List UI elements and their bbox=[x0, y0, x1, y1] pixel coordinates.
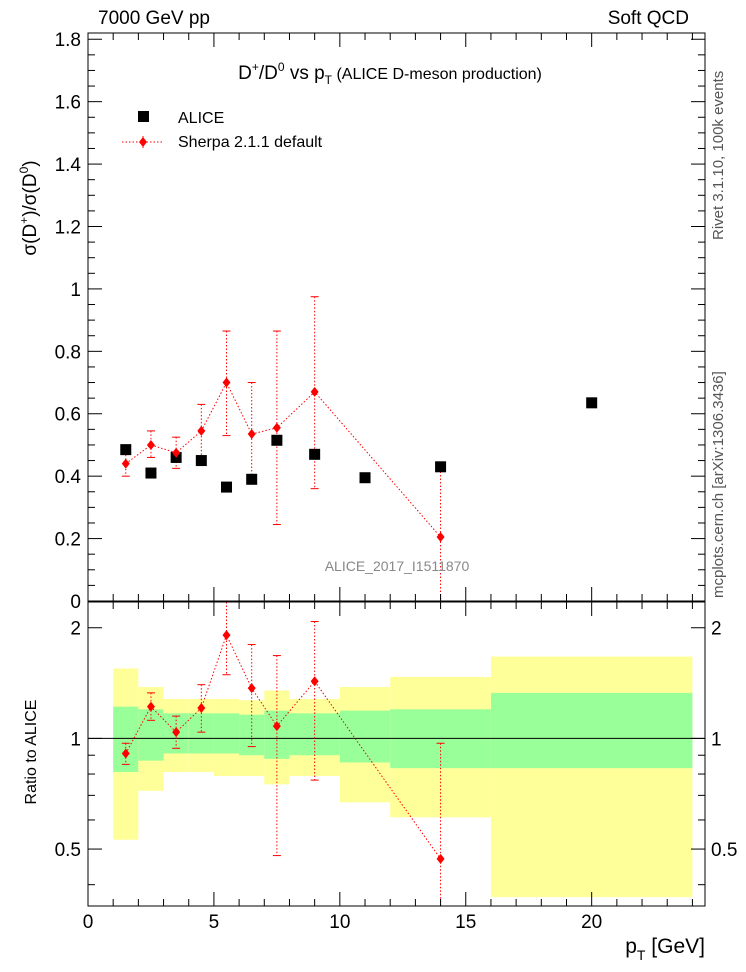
axis-ticks: 0 0.2 0.4 0.6 0.8 1 1.2 1.4 1.6 1.8 0 5 10 15 20 0.5 0.5… bbox=[55, 30, 738, 933]
alice-point bbox=[246, 473, 258, 485]
ratio-point bbox=[310, 676, 319, 687]
ratio-bands bbox=[88, 656, 705, 898]
green-band-bin bbox=[239, 714, 265, 756]
ratio-y-axis-label: Ratio to ALICE bbox=[23, 700, 40, 805]
legend: ALICE Sherpa 2.1.1 default bbox=[122, 110, 323, 151]
ratio-point bbox=[272, 721, 281, 732]
ratio-frame bbox=[87, 601, 706, 907]
alice-point bbox=[195, 455, 207, 467]
ratio-point bbox=[197, 702, 206, 713]
green-band-bin bbox=[339, 710, 391, 763]
alice-point bbox=[120, 444, 132, 456]
green-band-bin bbox=[264, 710, 290, 759]
sherpa-point bbox=[222, 377, 231, 388]
y-tick-label: 0 bbox=[70, 592, 81, 613]
y-tick-label: 1.4 bbox=[55, 155, 82, 176]
green-band-bin bbox=[213, 713, 240, 754]
x-tick-label: 20 bbox=[581, 912, 602, 933]
ratio-y-tick-label-right: 1 bbox=[711, 729, 722, 750]
legend-marker-alice bbox=[138, 111, 149, 122]
ratio-y-tick-label: 0.5 bbox=[55, 840, 81, 861]
alice-point bbox=[145, 467, 157, 479]
sherpa-line bbox=[125, 381, 441, 538]
ratio-point bbox=[436, 853, 445, 864]
y-tick-label: 0.8 bbox=[55, 342, 81, 363]
plot-frames bbox=[87, 32, 706, 907]
x-tick-label: 5 bbox=[209, 912, 220, 933]
y-tick-label: 0.6 bbox=[55, 405, 81, 426]
green-band-bin bbox=[188, 713, 214, 754]
alice-point bbox=[359, 472, 371, 484]
plot-title: D+/D0 vs pT (ALICE D-meson production) bbox=[238, 60, 542, 87]
ratio-point bbox=[172, 727, 181, 738]
analysis-watermark: ALICE_2017_I1511870 bbox=[325, 558, 470, 574]
sherpa-point bbox=[121, 458, 130, 469]
ratio-point bbox=[247, 683, 256, 694]
x-tick-label: 0 bbox=[83, 912, 94, 933]
y-tick-label: 0.4 bbox=[55, 467, 82, 488]
x-axis-label: pT [GeV] bbox=[625, 935, 705, 963]
ratio-point bbox=[222, 630, 231, 641]
ratio-y-tick-label: 1 bbox=[70, 729, 81, 750]
green-band-bin bbox=[138, 709, 164, 761]
ratio-y-tick-label: 2 bbox=[70, 619, 81, 640]
alice-point bbox=[586, 397, 598, 409]
energy-label: 7000 GeV pp bbox=[98, 8, 210, 29]
x-tick-label: 15 bbox=[455, 912, 476, 933]
process-label: Soft QCD bbox=[607, 8, 689, 29]
main-frame bbox=[87, 32, 706, 602]
ratio-point bbox=[146, 701, 155, 712]
ratio-point bbox=[121, 748, 130, 759]
yellow-band-bin bbox=[490, 656, 693, 898]
alice-point bbox=[435, 461, 447, 473]
y-tick-label: 1.8 bbox=[55, 30, 81, 51]
ratio-y-tick-label-right: 0.5 bbox=[711, 840, 737, 861]
x-tick-label: 10 bbox=[329, 912, 350, 933]
sherpa-point bbox=[436, 532, 445, 543]
sherpa-point bbox=[146, 439, 155, 450]
y-tick-label: 1 bbox=[70, 280, 81, 301]
alice-point bbox=[309, 448, 321, 460]
sherpa-point bbox=[197, 425, 206, 436]
green-band-bin bbox=[490, 692, 693, 769]
y-tick-label: 1.2 bbox=[55, 217, 81, 238]
y-tick-label: 1.6 bbox=[55, 93, 81, 114]
legend-marker-sherpa bbox=[139, 137, 147, 147]
chart-marks bbox=[120, 377, 598, 864]
alice-point bbox=[271, 434, 283, 446]
legend-label-sherpa: Sherpa 2.1.1 default bbox=[178, 134, 323, 151]
y-axis-label: σ(D+)/σ(D0) bbox=[17, 160, 41, 255]
alice-point bbox=[221, 481, 233, 493]
sherpa-point bbox=[310, 386, 319, 397]
sherpa-point bbox=[172, 447, 181, 458]
ratio-y-tick-label-right: 2 bbox=[711, 619, 722, 640]
legend-label-alice: ALICE bbox=[178, 110, 224, 127]
sherpa-point bbox=[247, 429, 256, 440]
y-tick-label: 0.2 bbox=[55, 530, 81, 551]
sherpa-point bbox=[272, 422, 281, 433]
